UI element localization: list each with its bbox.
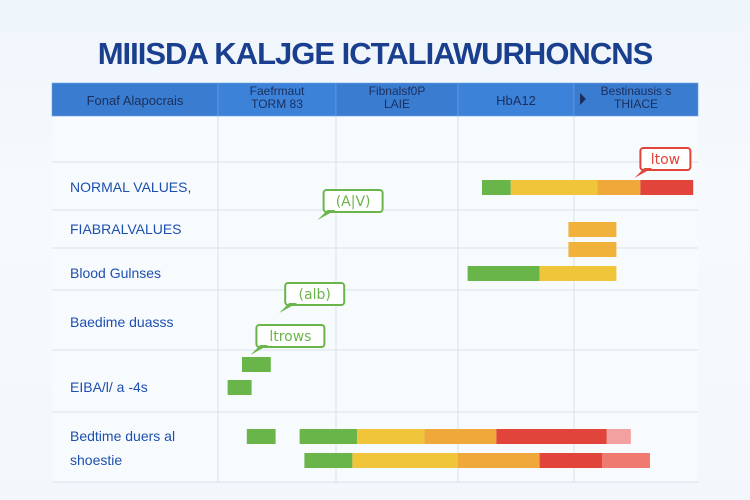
bar-segment [352, 453, 458, 468]
row-label: Blood Gulnses [70, 265, 161, 281]
bar-segment [539, 266, 617, 281]
callout-box [639, 147, 692, 171]
header-label: HbA12 [496, 93, 536, 108]
header-label: Bestinausis s [601, 84, 672, 98]
callout-box [284, 282, 346, 306]
callout: ltow [634, 147, 692, 178]
callout-label: (A|V) [336, 194, 371, 210]
header-label: Fibnalsf0P [369, 84, 426, 98]
row-label: FIABRALVALUES [70, 221, 182, 237]
callout: (A|V) [317, 189, 384, 220]
bar-segment [246, 429, 276, 444]
row-label: NORMAL VALUES, [70, 179, 191, 195]
row-label: Baedime duasss [70, 314, 174, 330]
row-label: EIBA/l/ a -4s [70, 379, 148, 395]
bar-segment [299, 429, 358, 444]
bar-segment [242, 357, 271, 372]
header-cell [51, 82, 219, 117]
bar-segment [304, 453, 353, 468]
chart-title: MIIISDA KALJGE ICTALIAWURHONCNS [97, 36, 654, 71]
callout-label: ltrows [269, 329, 311, 345]
header-label: Fonaf Alapocrais [87, 93, 184, 108]
header-label: LAIE [384, 97, 410, 111]
row-label: Bedtime duers al [70, 428, 175, 444]
callout-pointer [634, 168, 653, 178]
header-cell [335, 82, 459, 117]
bar-segment [496, 429, 607, 444]
callout: ltrows [250, 324, 326, 355]
header-cell [573, 82, 699, 117]
bar-segment [640, 180, 694, 195]
bar-segment [227, 380, 252, 395]
callout-box [255, 324, 326, 348]
bar-segment [458, 453, 540, 468]
callout-label: (alb) [299, 287, 331, 303]
header-label: TORM 83 [251, 97, 303, 111]
row-label: shoestie [70, 452, 122, 468]
callout-box [322, 189, 384, 213]
bar-segment [510, 180, 598, 195]
header-label: THIACE [614, 97, 658, 111]
callout-pointer [317, 210, 336, 220]
bar-segment [602, 453, 650, 468]
plot-background [52, 116, 698, 482]
bar-segment [467, 266, 540, 281]
callout: (alb) [279, 282, 346, 313]
bar-segment [606, 429, 631, 444]
bar-segment [424, 429, 497, 444]
bar-segment [568, 242, 617, 257]
header-cell [217, 82, 337, 117]
callout-label: ltow [651, 152, 680, 168]
callout-pointer [279, 303, 298, 313]
bar-segment [568, 222, 617, 237]
bar-segment [539, 453, 602, 468]
bar-segment [357, 429, 425, 444]
bar-segment [597, 180, 641, 195]
callout-pointer [250, 345, 269, 355]
header-label: Faefrmaut [250, 84, 305, 98]
header-marker-icon [580, 93, 586, 105]
bar-segment [482, 180, 511, 195]
